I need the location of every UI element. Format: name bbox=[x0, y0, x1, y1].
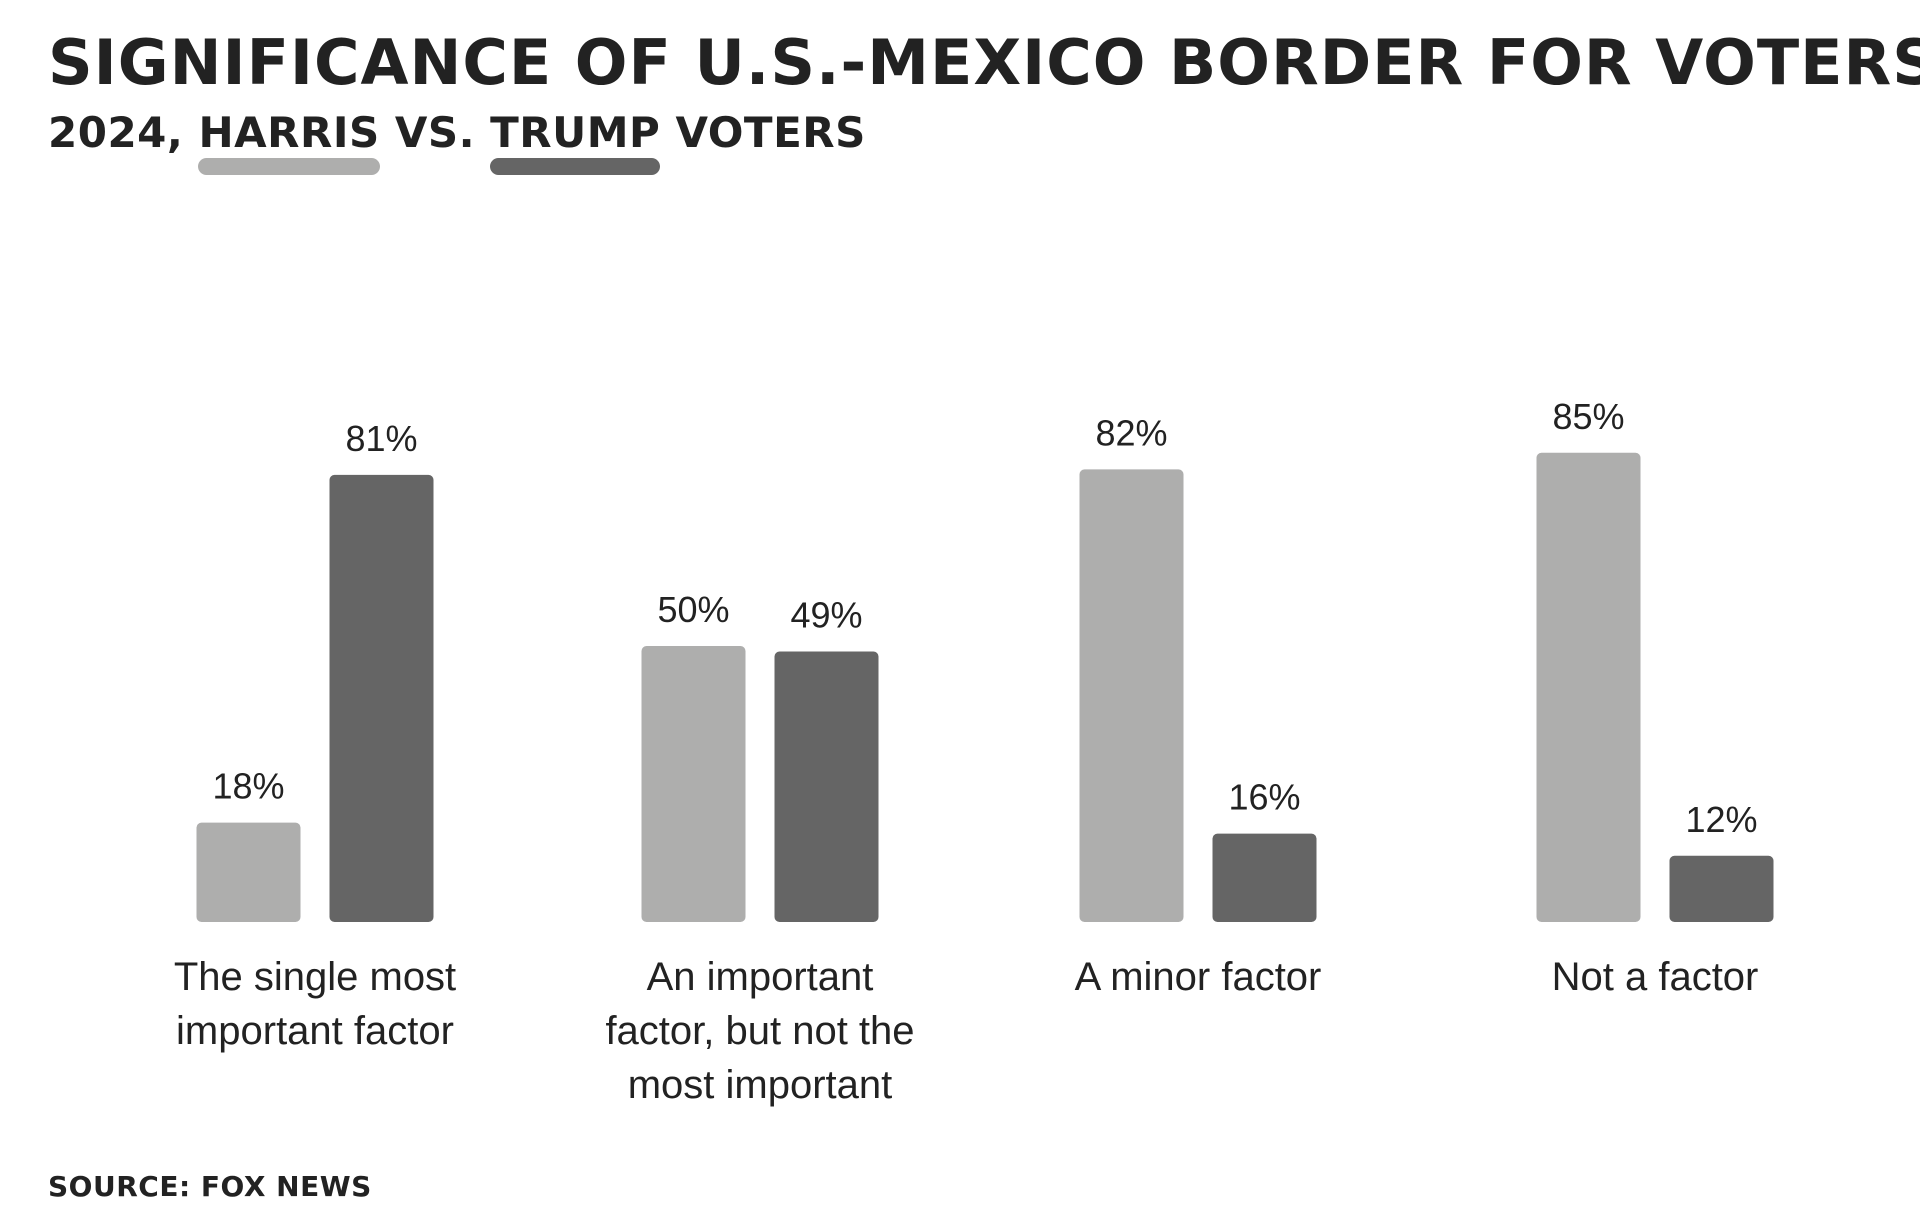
value-label-trump-1: 49% bbox=[790, 595, 862, 636]
bar-trump-3 bbox=[1669, 855, 1774, 922]
subtitle-suffix: VOTERS bbox=[660, 108, 866, 157]
category-label-1: An important factor, but not the most impo… bbox=[605, 955, 914, 1107]
value-label-harris-3: 85% bbox=[1552, 396, 1624, 437]
value-label-trump-0: 81% bbox=[345, 418, 417, 459]
category-label-2: A minor factor bbox=[1075, 955, 1322, 999]
bar-trump-2 bbox=[1212, 833, 1317, 922]
bar-harris-3 bbox=[1536, 452, 1641, 922]
subtitle-prefix: 2024, bbox=[48, 108, 199, 157]
bar-harris-0 bbox=[196, 822, 301, 922]
subtitle-middle: VS. bbox=[379, 108, 491, 157]
category-label-3: Not a factor bbox=[1552, 955, 1759, 999]
value-label-harris-0: 18% bbox=[212, 766, 284, 807]
category-label-0: The single most important factor bbox=[174, 955, 456, 1053]
value-label-harris-1: 50% bbox=[657, 589, 729, 630]
bar-harris-1 bbox=[641, 646, 746, 922]
chart-subtitle: 2024, HARRIS VS. TRUMP VOTERS bbox=[48, 108, 866, 175]
legend-harris: HARRIS bbox=[198, 108, 380, 175]
source-note: SOURCE: FOX NEWS bbox=[48, 1170, 372, 1203]
value-label-trump-2: 16% bbox=[1228, 777, 1300, 818]
legend-trump: TRUMP bbox=[490, 108, 661, 175]
chart-title: SIGNIFICANCE OF U.S.-MEXICO BORDER FOR V… bbox=[48, 26, 1920, 99]
bar-trump-0 bbox=[329, 474, 434, 922]
bar-harris-2 bbox=[1079, 469, 1184, 922]
value-label-harris-2: 82% bbox=[1095, 412, 1167, 453]
bar-trump-1 bbox=[774, 651, 879, 922]
value-label-trump-3: 12% bbox=[1685, 799, 1757, 840]
